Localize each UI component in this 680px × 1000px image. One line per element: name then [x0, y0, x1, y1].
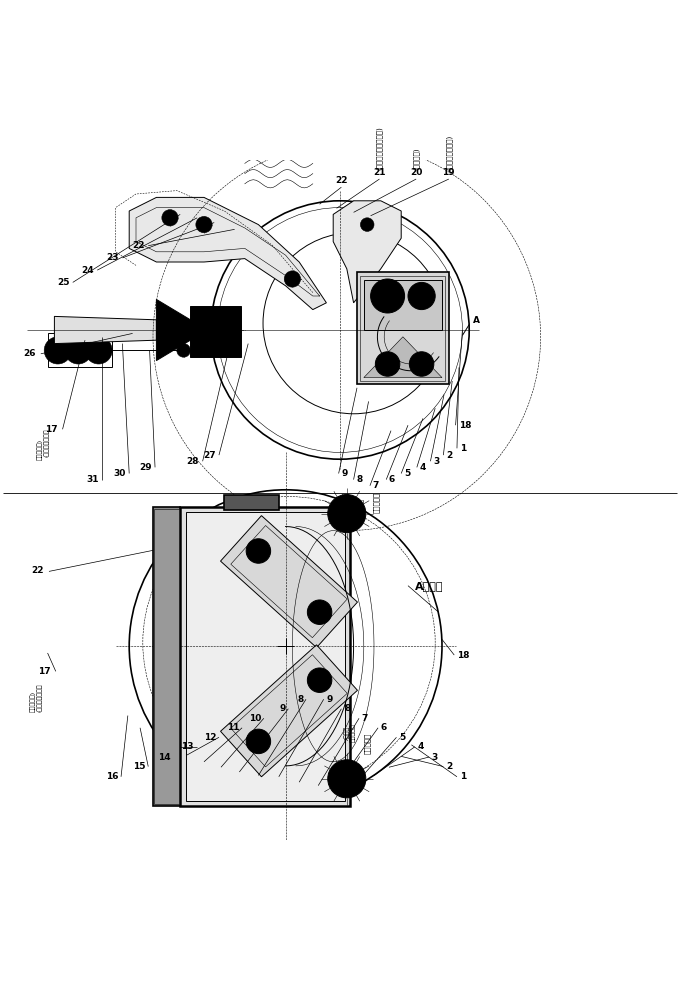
Circle shape [328, 495, 366, 533]
Text: 13: 13 [182, 742, 194, 751]
Bar [153, 507, 180, 806]
Circle shape [246, 539, 271, 563]
Polygon shape [333, 201, 401, 303]
Text: 15: 15 [133, 762, 146, 771]
Text: 19: 19 [443, 168, 455, 177]
Text: 5: 5 [404, 469, 410, 478]
Bar [357, 272, 449, 384]
Text: (刀刃交合并口座): (刀刃交合并口座) [445, 135, 452, 170]
Text: 1: 1 [460, 444, 466, 453]
Text: 14: 14 [158, 753, 171, 762]
Bar [224, 495, 279, 510]
Text: 17: 17 [45, 425, 58, 434]
Text: 联动中槽座): 联动中槽座) [30, 690, 35, 712]
Polygon shape [364, 337, 442, 378]
Circle shape [246, 729, 271, 754]
Text: 6: 6 [381, 723, 387, 732]
Circle shape [371, 279, 405, 313]
Text: 7: 7 [362, 714, 368, 723]
Text: 7: 7 [373, 481, 379, 490]
Circle shape [360, 218, 374, 231]
Text: 3: 3 [433, 457, 439, 466]
Text: (刀刃交合并口后槽座): (刀刃交合并口后槽座) [376, 126, 383, 170]
Text: 开头用槽座: 开头用槽座 [342, 492, 349, 513]
Text: 25: 25 [57, 278, 69, 287]
Text: 4: 4 [418, 742, 424, 751]
Text: 4: 4 [420, 463, 426, 472]
Text: 5: 5 [399, 733, 405, 742]
Text: 31: 31 [86, 475, 99, 484]
Circle shape [85, 337, 112, 364]
Polygon shape [220, 645, 358, 777]
Circle shape [307, 600, 332, 624]
Text: 1: 1 [460, 772, 466, 781]
Text: A: A [473, 316, 479, 325]
Text: 28: 28 [187, 457, 199, 466]
Text: 29: 29 [139, 463, 152, 472]
Polygon shape [129, 197, 326, 310]
Text: 17: 17 [38, 667, 51, 676]
Text: 22: 22 [335, 176, 347, 185]
Text: 21: 21 [373, 168, 386, 177]
Text: 9: 9 [326, 695, 333, 704]
Text: 8: 8 [344, 704, 350, 713]
Circle shape [162, 210, 178, 226]
Text: 12: 12 [204, 733, 216, 742]
Polygon shape [54, 316, 156, 344]
Text: 20: 20 [410, 168, 422, 177]
Circle shape [328, 760, 366, 798]
Polygon shape [156, 299, 190, 361]
Text: 6: 6 [389, 475, 395, 484]
Circle shape [196, 216, 212, 233]
Circle shape [44, 337, 71, 364]
Text: 固位槽槽座: 固位槽槽座 [364, 733, 371, 754]
Text: 2: 2 [446, 451, 452, 460]
Circle shape [65, 337, 92, 364]
Text: 联动中槽座): 联动中槽座) [37, 438, 42, 460]
Text: 22: 22 [133, 241, 145, 250]
Text: 9: 9 [341, 469, 347, 478]
Text: 2: 2 [446, 762, 452, 771]
Text: 8: 8 [297, 695, 303, 704]
Bar [190, 306, 241, 357]
Bar [48, 333, 112, 367]
Circle shape [409, 352, 434, 376]
Circle shape [307, 668, 332, 692]
Text: 7固位槽
开头用槽座: 7固位槽 开头用槽座 [343, 724, 356, 742]
Circle shape [284, 271, 301, 287]
Text: 9: 9 [279, 704, 286, 713]
Text: 8: 8 [356, 475, 362, 484]
Text: 11: 11 [227, 723, 239, 732]
Circle shape [375, 352, 400, 376]
Circle shape [177, 344, 190, 357]
Text: 24: 24 [81, 266, 94, 275]
Text: 26: 26 [24, 349, 36, 358]
Circle shape [408, 282, 435, 310]
Text: 10: 10 [249, 714, 261, 723]
Text: 22: 22 [32, 566, 44, 575]
Bar [180, 507, 350, 806]
Bar [360, 276, 445, 381]
Text: 30: 30 [114, 469, 126, 478]
Text: 23: 23 [107, 253, 119, 262]
Text: A～视大: A～视大 [415, 581, 443, 591]
Text: 固位槽槽座: 固位槽槽座 [373, 492, 380, 513]
Text: 27: 27 [203, 451, 216, 460]
Text: 固位槽槽座: 固位槽槽座 [357, 498, 364, 519]
Text: 18: 18 [459, 421, 471, 430]
Text: (液压缸驱动刀架: (液压缸驱动刀架 [37, 684, 42, 712]
Bar [364, 280, 442, 330]
Text: 3: 3 [432, 753, 438, 762]
Text: 18: 18 [457, 651, 469, 660]
Text: 16: 16 [106, 772, 118, 781]
Polygon shape [220, 516, 358, 648]
Text: (液压缸驱动刀架: (液压缸驱动刀架 [44, 428, 49, 457]
Bar [154, 509, 179, 804]
Text: (平导槽座): (平导槽座) [413, 148, 420, 170]
Bar [186, 512, 345, 801]
